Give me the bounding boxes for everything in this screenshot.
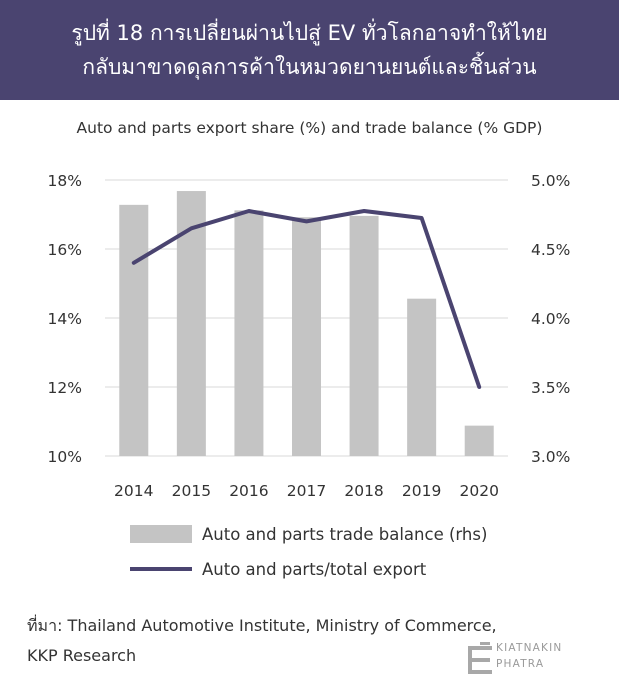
x-tick-label: 2020 bbox=[459, 482, 498, 500]
left-axis-ticks: 10% 12% 14% 16% 18% bbox=[48, 172, 82, 466]
bar-2015 bbox=[176, 191, 206, 456]
line-point-2016 bbox=[247, 209, 251, 213]
logo-text-line-2: PHATRA bbox=[496, 658, 545, 670]
bar-2016 bbox=[234, 210, 264, 456]
figure-title-line-2: กลับมาขาดดุลการค้าในหมวดยานยนต์และชิ้นส่… bbox=[82, 55, 537, 79]
line-point-2018 bbox=[362, 209, 366, 213]
legend-swatch-line bbox=[130, 567, 192, 571]
legend-swatch-bar bbox=[130, 525, 192, 543]
x-tick-label: 2014 bbox=[114, 482, 153, 500]
right-axis-ticks: 3.0% 3.5% 4.0% 4.5% 5.0% bbox=[531, 172, 570, 466]
right-tick-label: 3.5% bbox=[531, 379, 570, 397]
x-tick-label: 2015 bbox=[172, 482, 211, 500]
logo-mark-icon bbox=[468, 642, 492, 674]
logo-text-line-1: KIATNAKIN bbox=[496, 642, 563, 654]
company-logo: KIATNAKIN PHATRA bbox=[466, 638, 596, 678]
line-point-2015 bbox=[189, 226, 193, 230]
left-tick-label: 14% bbox=[48, 310, 82, 328]
bar-2014 bbox=[119, 204, 149, 456]
right-tick-label: 5.0% bbox=[531, 172, 570, 190]
line-point-2017 bbox=[305, 219, 308, 223]
bar-2018 bbox=[349, 215, 379, 456]
bar-2017 bbox=[292, 217, 321, 456]
line-point-2014 bbox=[132, 261, 136, 265]
right-tick-label: 3.0% bbox=[531, 448, 570, 466]
figure-title-line-1: รูปที่ 18 การเปลี่ยนผ่านไปสู่ EV ทั่วโลก… bbox=[71, 21, 548, 45]
export-share-line bbox=[131, 209, 482, 389]
line-point-2019 bbox=[420, 216, 424, 220]
combo-chart: 10% 12% 14% 16% 18% 3.0% 3.5% 4.0% 4.5% 5.0% 201… bbox=[48, 172, 571, 500]
x-axis-ticks: 2014 2015 2016 2017 2018 2019 2020 bbox=[114, 482, 499, 500]
legend-label-export-share: Auto and parts/total export bbox=[202, 559, 427, 579]
left-tick-label: 10% bbox=[48, 448, 82, 466]
legend-label-trade-balance: Auto and parts trade balance (rhs) bbox=[202, 524, 488, 544]
chart-title: Auto and parts export share (%) and trad… bbox=[76, 119, 543, 137]
x-tick-label: 2016 bbox=[229, 482, 268, 500]
bar-2019 bbox=[407, 298, 437, 456]
x-tick-label: 2018 bbox=[344, 482, 383, 500]
legend-item-export-share: Auto and parts/total export bbox=[130, 557, 426, 581]
line-point-2020 bbox=[477, 385, 481, 389]
source-note: ที่มา: Thailand Automotive Institute, Mi… bbox=[27, 611, 587, 671]
trade-balance-bars bbox=[119, 191, 494, 456]
left-tick-label: 12% bbox=[48, 379, 82, 397]
x-tick-label: 2019 bbox=[402, 482, 441, 500]
x-tick-label: 2017 bbox=[287, 482, 326, 500]
legend-item-trade-balance: Auto and parts trade balance (rhs) bbox=[130, 522, 487, 546]
right-tick-label: 4.0% bbox=[531, 310, 570, 328]
figure-header: รูปที่ 18 การเปลี่ยนผ่านไปสู่ EV ทั่วโลก… bbox=[0, 0, 619, 100]
source-line-2: KKP Research bbox=[27, 646, 137, 665]
source-line-1: ที่มา: Thailand Automotive Institute, Mi… bbox=[27, 616, 497, 635]
left-tick-label: 18% bbox=[48, 172, 82, 190]
bar-2020 bbox=[464, 425, 494, 456]
left-tick-label: 16% bbox=[48, 241, 82, 259]
right-tick-label: 4.5% bbox=[531, 241, 570, 259]
